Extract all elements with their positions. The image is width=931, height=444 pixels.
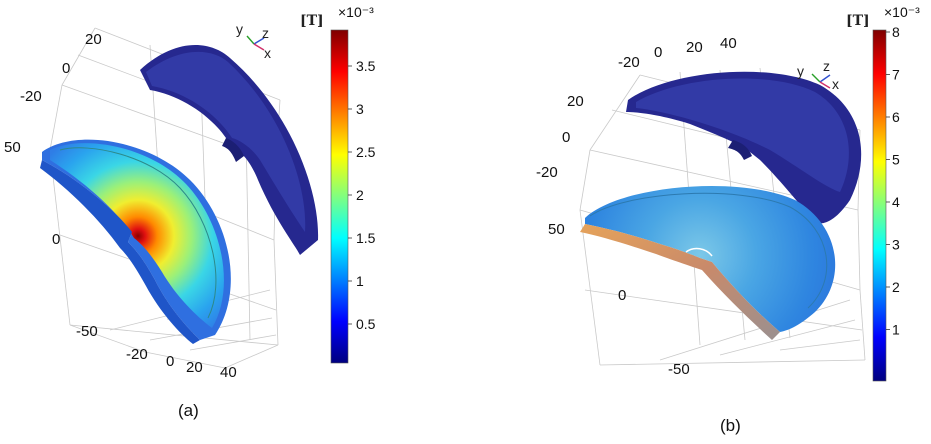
panel-b-tick-label: 20	[686, 39, 703, 56]
colorbar-a-unit: [T]	[300, 13, 324, 29]
panel-a-axis-triad: y z x	[236, 21, 271, 61]
panel-a-caption: (a)	[178, 401, 199, 420]
panel-b-caption: (b)	[720, 416, 741, 435]
panel-b-tick-label: 0	[618, 287, 626, 304]
panel-a-tick-label: -50	[76, 323, 98, 340]
colorbar-tick-label: 7	[892, 67, 900, 83]
colorbar-a-gradient	[330, 29, 349, 364]
panel-a-tick-label: -20	[126, 346, 148, 363]
colorbar-tick-label: 0.5	[356, 316, 376, 332]
panel-b-tick-label: 50	[548, 221, 565, 238]
colorbar-tick-label: 1	[892, 322, 900, 338]
colorbar-b-gradient	[872, 29, 887, 382]
panel-a-tick-label: 20	[186, 359, 203, 376]
colorbar-tick-label: 6	[892, 109, 900, 125]
colorbar-tick-label: 3	[356, 101, 364, 117]
triad-y-label: y	[236, 21, 243, 37]
panel-b-tick-label: 40	[720, 35, 737, 52]
panel-b: -20 0 20 40 20 0 -20 50 0 -50 y z x [T] …	[536, 4, 920, 435]
panel-b-tick-label: -20	[536, 164, 558, 181]
panel-a: 20 0 -20 50 0 -50 -20 0 20 40 y z x [T] …	[4, 4, 376, 420]
colorbar-tick-label: 3.5	[356, 58, 376, 74]
colorbar-tick-label: 1.5	[356, 230, 376, 246]
panel-b-colorbar: [T] ×10⁻³ 8 7 6 5 4 3 2 1	[846, 4, 920, 382]
colorbar-tick-label: 2	[892, 279, 900, 295]
panel-a-tick-label: 50	[4, 139, 21, 156]
panel-a-tick-label: 0	[166, 353, 174, 370]
panel-b-tick-label: -20	[618, 54, 640, 71]
panel-a-tick-label: 0	[62, 60, 70, 77]
colorbar-tick-label: 5	[892, 152, 900, 168]
colorbar-tick-label: 2	[356, 187, 364, 203]
colorbar-tick-label: 3	[892, 237, 900, 253]
triad-y-label: y	[797, 63, 804, 79]
panel-b-tick-label: 0	[654, 44, 662, 61]
panel-b-tick-label: -50	[668, 361, 690, 378]
panel-a-tick-label: 40	[220, 364, 237, 381]
triad-x-label: x	[264, 45, 271, 61]
colorbar-b-unit: [T]	[846, 13, 870, 29]
panel-b-tick-label: 0	[562, 129, 570, 146]
triad-x-label: x	[832, 76, 839, 92]
panel-a-lower-part	[40, 139, 231, 344]
panel-b-axis-triad: y z x	[797, 58, 839, 92]
panel-a-upper-part	[140, 45, 319, 256]
triad-z-label: z	[262, 25, 269, 41]
colorbar-tick-label: 4	[892, 194, 900, 210]
panel-b-upper-part	[626, 71, 862, 224]
panel-a-tick-label: -20	[20, 88, 42, 105]
colorbar-tick-label: 2.5	[356, 144, 376, 160]
colorbar-tick-label: 1	[356, 273, 364, 289]
panel-b-tick-label: 20	[567, 93, 584, 110]
panel-b-lower-part	[580, 186, 836, 340]
colorbar-tick-label: 8	[892, 24, 900, 40]
triad-z-label: z	[823, 58, 830, 74]
panel-a-colorbar: [T] ×10⁻³ 3.5 3 2.5 2 1.5 1 0.5	[300, 4, 376, 364]
panel-a-tick-label: 0	[52, 231, 60, 248]
colorbar-b-exponent: ×10⁻³	[884, 4, 920, 20]
panel-a-tick-label: 20	[85, 31, 102, 48]
colorbar-a-exponent: ×10⁻³	[338, 4, 374, 20]
